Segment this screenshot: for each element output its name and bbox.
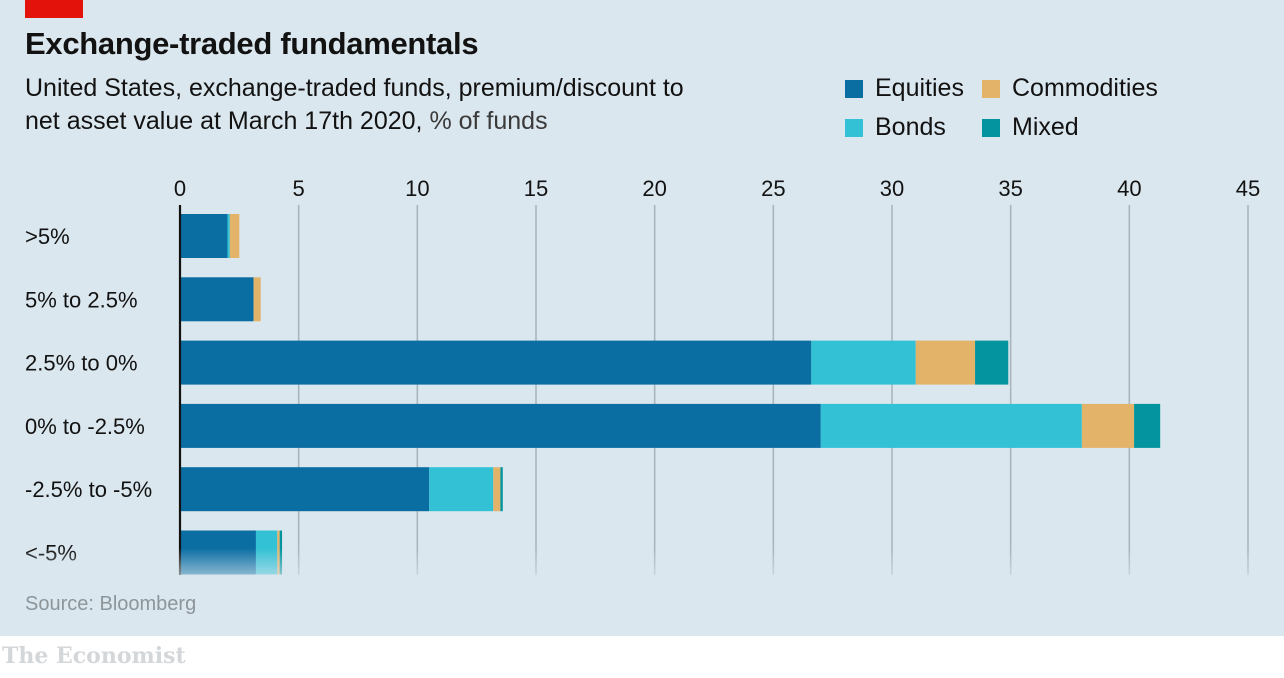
bar-commodities-3 (1081, 403, 1135, 448)
x-tick-label: 45 (1236, 176, 1260, 201)
x-tick-label: 0 (174, 176, 186, 201)
legend-swatch (982, 79, 1000, 98)
bar-bonds-0 (227, 214, 230, 258)
bar-bonds-4 (429, 467, 494, 512)
legend-swatch (982, 118, 1000, 137)
bar-commodities-1 (253, 277, 261, 322)
subtitle-main: United States, exchange-traded funds, pr… (25, 74, 684, 135)
x-tick-label: 10 (405, 176, 429, 201)
legend-swatch (845, 118, 863, 137)
x-tick-label: 20 (642, 176, 666, 201)
x-tick-label: 25 (761, 176, 785, 201)
bar-equities-3 (180, 403, 821, 448)
bar-mixed-3 (1134, 403, 1161, 448)
category-label: -2.5% to -5% (25, 477, 152, 502)
bottom-fade (0, 548, 1284, 588)
category-label: 2.5% to 0% (25, 351, 138, 376)
legend-item-mixed: Mixed (982, 113, 1079, 142)
legend-label: Commodities (1012, 74, 1158, 102)
legend-label: Bonds (875, 113, 946, 141)
brand-red-tag (25, 0, 83, 18)
x-tick-label: 40 (1117, 176, 1141, 201)
bar-commodities-0 (229, 214, 240, 258)
bar-mixed-4 (500, 467, 503, 512)
bar-bonds-2 (811, 340, 916, 385)
chart-legend: Equities Bonds Commodities Mixed (845, 74, 1265, 154)
bar-equities-0 (180, 214, 228, 258)
legend-label: Equities (875, 74, 964, 102)
legend-item-bonds: Bonds (845, 113, 946, 142)
subtitle-unit: % of funds (429, 107, 548, 135)
legend-label: Mixed (1012, 113, 1079, 141)
category-label: 0% to -2.5% (25, 414, 145, 439)
bar-commodities-4 (493, 467, 501, 512)
x-tick-label: 5 (293, 176, 305, 201)
bar-equities-4 (180, 467, 430, 512)
bar-mixed-2 (975, 340, 1009, 385)
legend-swatch (845, 79, 863, 98)
x-tick-label: 30 (880, 176, 904, 201)
category-label: 5% to 2.5% (25, 287, 138, 312)
x-tick-label: 35 (998, 176, 1022, 201)
publisher-logo: The Economist (2, 643, 186, 669)
bar-equities-2 (180, 340, 812, 385)
x-tick-label: 15 (524, 176, 548, 201)
legend-item-equities: Equities (845, 74, 964, 103)
legend-item-commodities: Commodities (982, 74, 1158, 103)
chart-subtitle: United States, exchange-traded funds, pr… (25, 72, 725, 138)
category-label: >5% (25, 224, 70, 249)
chart-title: Exchange-traded fundamentals (25, 26, 479, 61)
source-note: Source: Bloomberg (25, 593, 197, 615)
bar-commodities-2 (915, 340, 976, 385)
bar-bonds-3 (820, 403, 1082, 448)
bar-chart: 0 5 10 15 20 25 30 35 40 45 >5% 5% to 2.5% 2.5% to 0… (0, 176, 1284, 588)
bar-equities-1 (180, 277, 254, 322)
